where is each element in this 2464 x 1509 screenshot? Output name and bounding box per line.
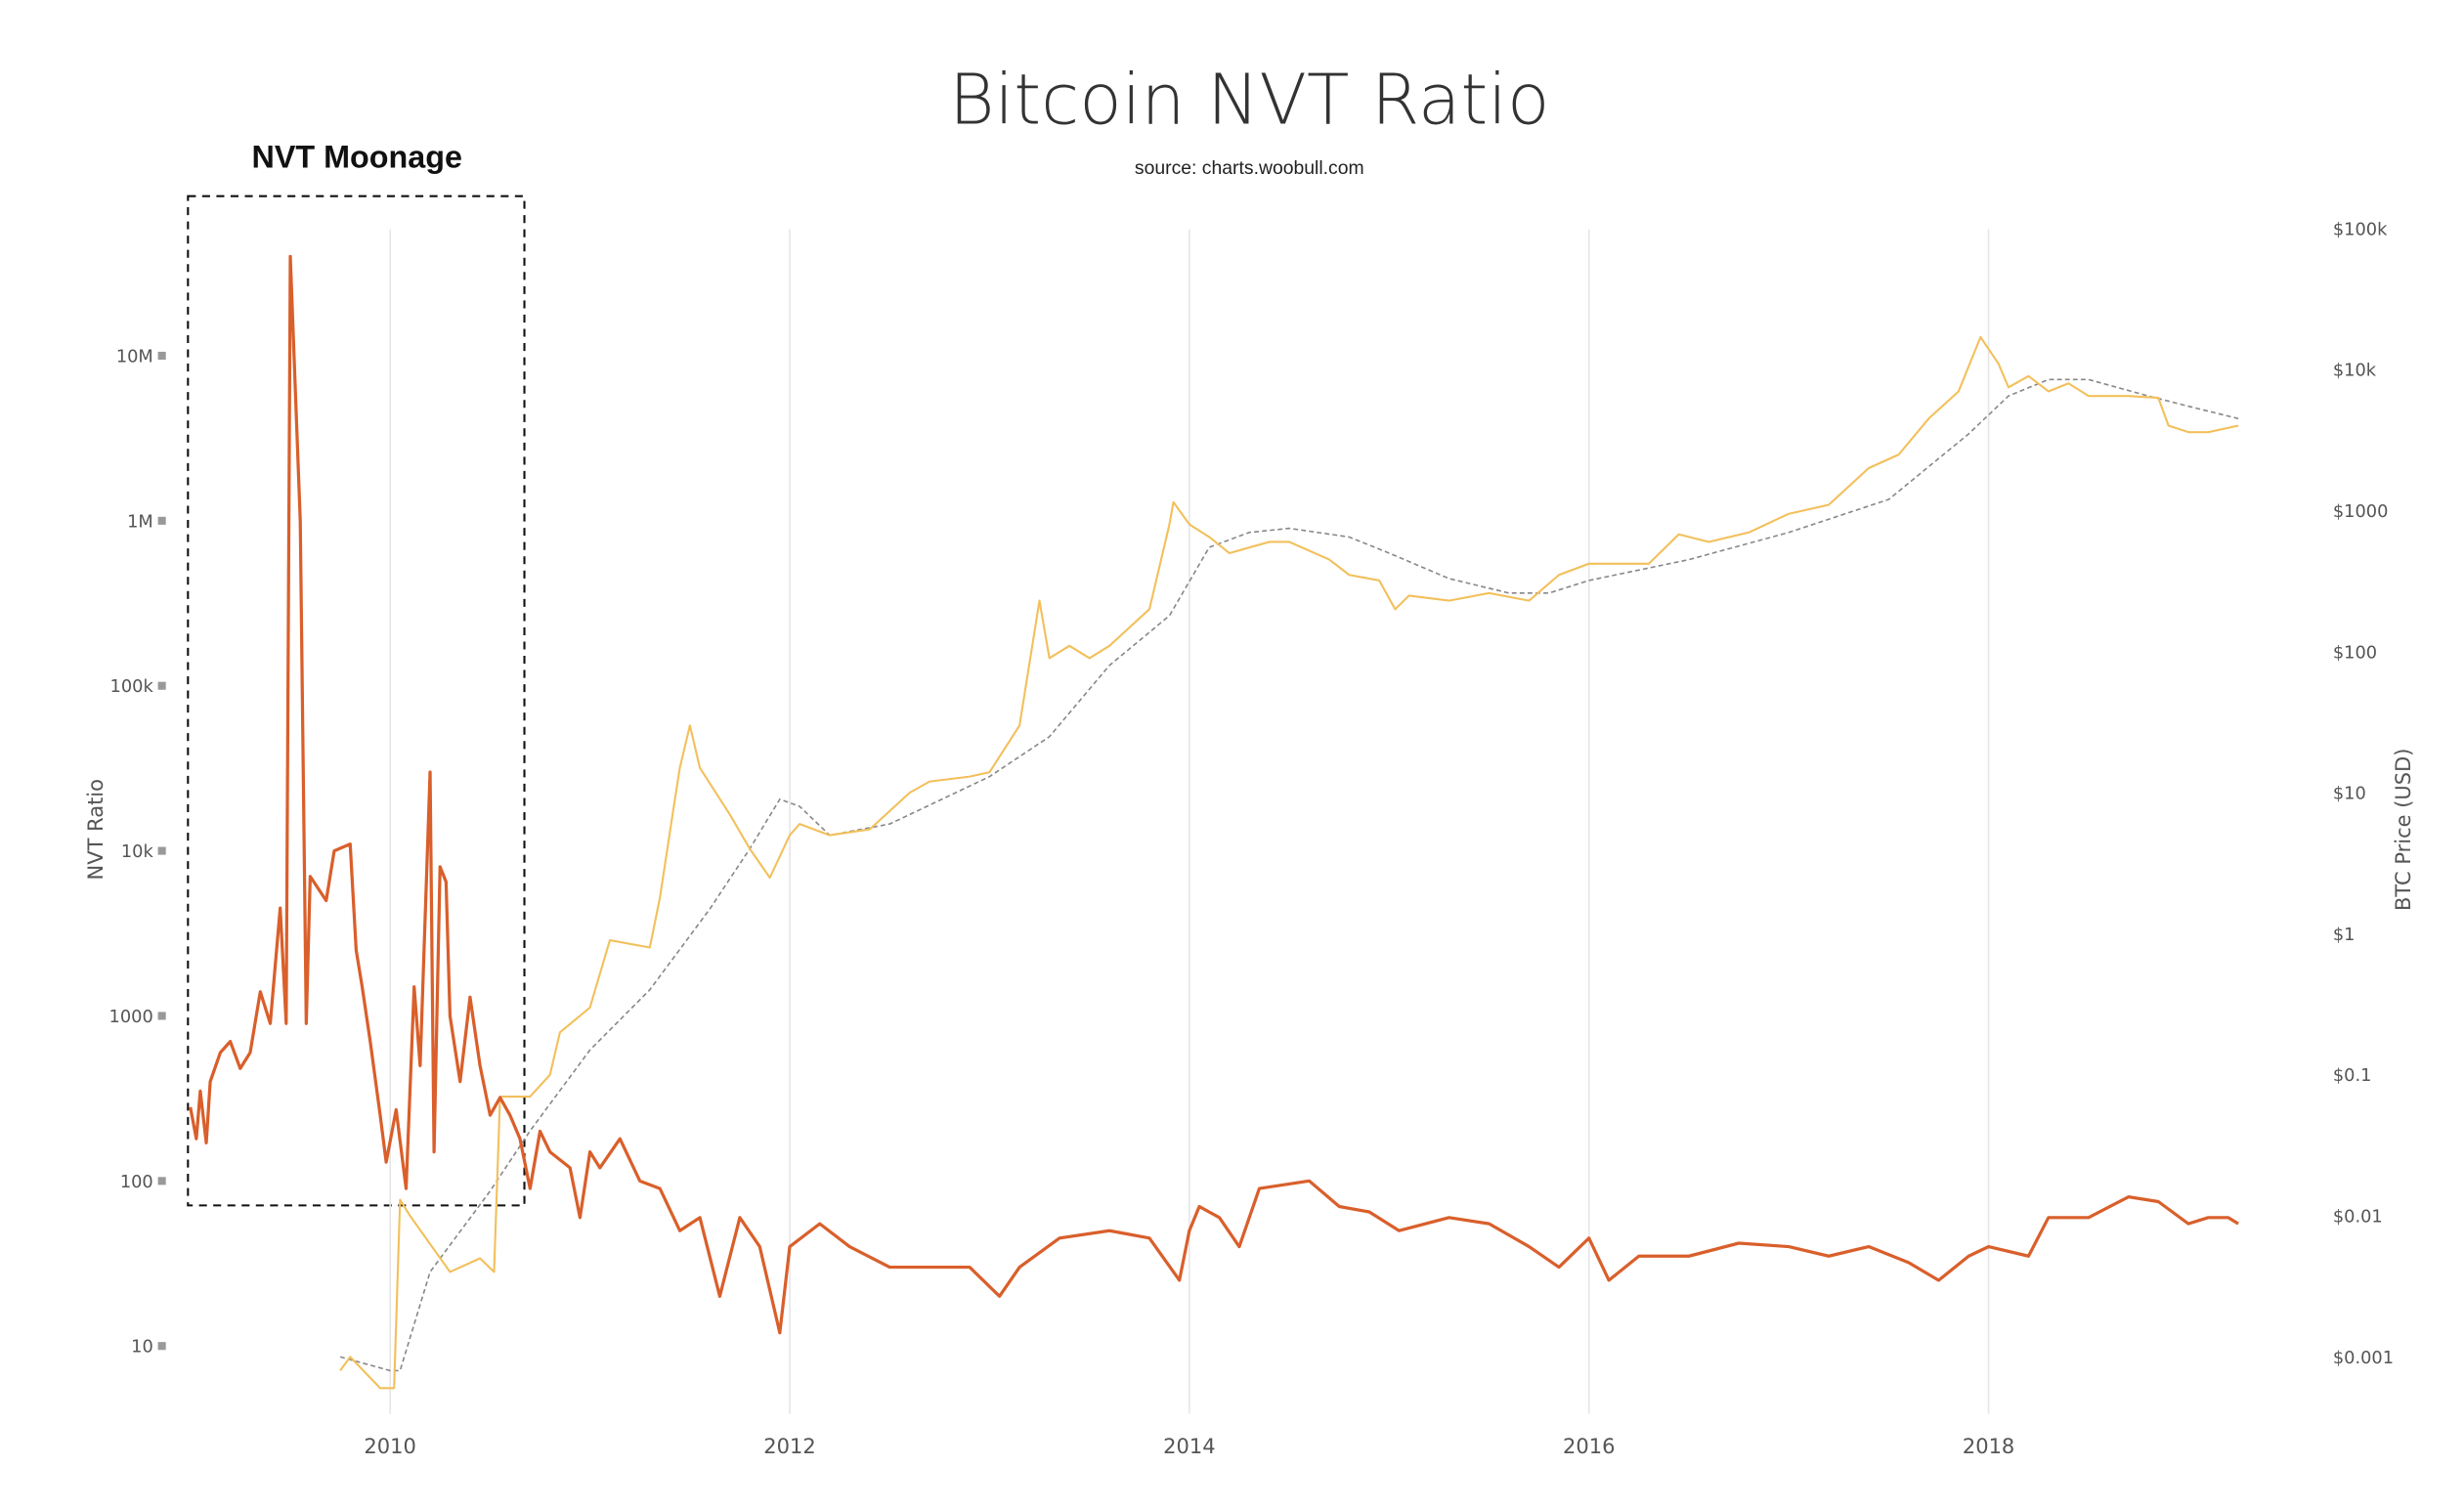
y-right-tick-label: $100k [2333,220,2388,239]
y-left-tick-label: 10k [121,842,154,862]
y-right-tick-label: $0.1 [2333,1066,2372,1086]
y-right-tick-label: $10 [2333,785,2366,804]
series-price-line [339,335,2239,1390]
y-right-tick-label: $0.001 [2333,1349,2394,1368]
y-left-tick-mark [157,516,166,525]
y-right-tick-label: $100 [2333,643,2377,663]
y-left-tick-mark [157,1177,166,1186]
y-left-tick-mark [157,1342,166,1351]
y-left-tick-mark [157,1012,166,1020]
y-left-tick-mark [157,681,166,690]
series-price-ma-line [339,378,2239,1372]
y-left-tick-label: 100k [110,677,154,697]
y-left-tick-label: 100 [120,1173,153,1192]
y-left-tick-mark [157,846,166,855]
y-left-tick-label: 10M [116,347,153,366]
moonage-box [187,194,526,1207]
x-tick-label: 2014 [1163,1435,1215,1458]
y-left-tick-label: 1000 [109,1008,153,1027]
y-right-tick-label: $1000 [2333,502,2389,522]
chart-title: Bitcoin NVT Ratio [949,59,1550,140]
x-tick-label: 2010 [364,1435,415,1458]
y-right-tick-label: $0.01 [2333,1208,2383,1228]
y-right-label: BTC Price (USD) [2392,749,2415,912]
y-left-tick-label: 10 [131,1338,153,1358]
moonage-annotation: NVT Moonage [252,140,462,175]
y-right-tick-label: $10k [2333,362,2377,381]
series-nvt-line [189,254,2239,1335]
x-tick-label: 2018 [1963,1435,2014,1458]
y-left-tick-mark [157,351,166,360]
y-right-tick-label: $1 [2333,926,2356,945]
chart-subtitle: source: charts.woobull.com [1135,157,1364,179]
x-tick-label: 2012 [763,1435,815,1458]
y-left-label: NVT Ratio [84,779,108,881]
y-left-tick-label: 1M [127,512,153,532]
x-tick-label: 2016 [1563,1435,1615,1458]
